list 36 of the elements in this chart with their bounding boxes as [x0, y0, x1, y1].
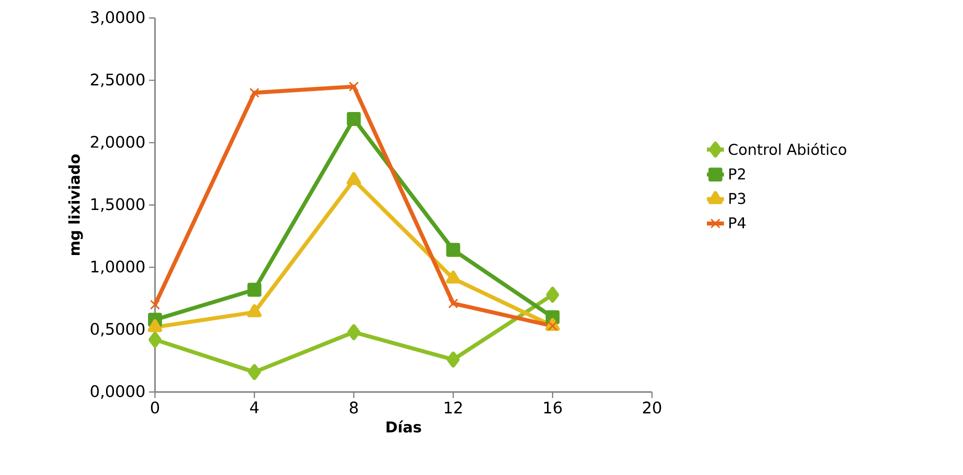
- point: [446, 270, 460, 284]
- point: [347, 324, 360, 340]
- x-tick-label: 4: [250, 401, 259, 414]
- point: [346, 172, 361, 186]
- legend-label: P4: [729, 217, 746, 228]
- point: [150, 300, 160, 310]
- x-axis-title: Días: [386, 420, 422, 433]
- point: [247, 282, 262, 297]
- x-tick-label: 20: [643, 402, 662, 414]
- point: [448, 298, 458, 308]
- y-tick-label: 1,5000: [91, 198, 144, 212]
- y-tick-label: 2,0000: [90, 136, 144, 150]
- point: [546, 286, 560, 303]
- point: [446, 352, 460, 368]
- point: [446, 242, 460, 257]
- point: [247, 304, 262, 318]
- y-tick-label: 2,5000: [90, 73, 144, 88]
- x-tick-label: 0: [150, 402, 160, 414]
- legend-label: P3: [729, 192, 746, 204]
- y-tick-label: 0,5000: [90, 322, 144, 337]
- point: [148, 332, 162, 348]
- legend-label: P2: [729, 168, 745, 180]
- point: [248, 364, 261, 380]
- x-tick-label: 16: [544, 402, 562, 414]
- point: [148, 319, 162, 332]
- legend-label: Control Abiótico: [728, 142, 846, 156]
- point: [348, 82, 359, 92]
- y-axis-title: mg lixiviado: [68, 154, 83, 255]
- point: [346, 112, 361, 126]
- x-tick-label: 12: [444, 402, 462, 414]
- y-tick-label: 1,0000: [91, 260, 144, 274]
- point: [548, 320, 558, 331]
- y-tick-label: 0,0000: [90, 385, 144, 399]
- y-tick-label: 3,0000: [90, 11, 144, 25]
- x-tick-label: 8: [350, 402, 358, 414]
- point: [249, 88, 260, 98]
